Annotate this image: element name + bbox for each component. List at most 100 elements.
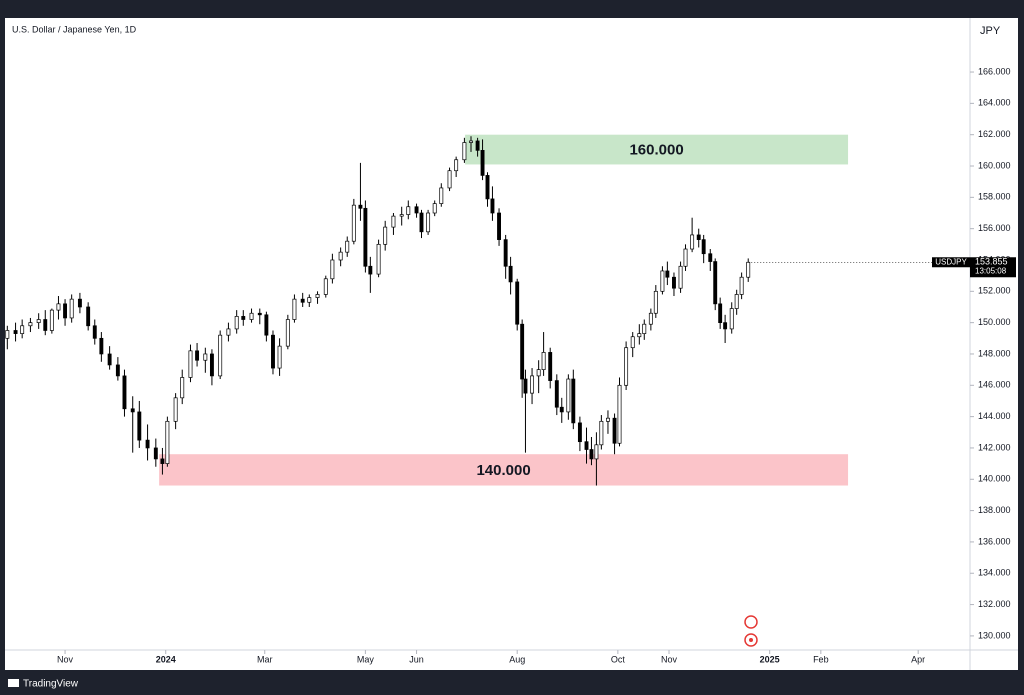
candle-body <box>571 378 576 424</box>
candle-body <box>520 323 525 380</box>
candle-body <box>739 276 744 295</box>
candle-body <box>637 333 642 338</box>
candle-body <box>363 207 368 267</box>
candle-body <box>490 198 495 214</box>
candle-body <box>729 308 734 330</box>
y-tick-label: 150.000 <box>978 317 1011 327</box>
candle-body <box>218 334 223 377</box>
y-tick-label: 146.000 <box>978 380 1011 390</box>
plot-layer: 160.000 140.000 <box>159 134 849 486</box>
candle-body <box>746 261 751 278</box>
candle-body <box>160 458 165 464</box>
candle-body <box>180 377 185 399</box>
y-tick-label: 140.000 <box>978 474 1011 484</box>
candle-body <box>234 316 239 330</box>
candle-body <box>209 353 214 377</box>
candle-body <box>454 159 459 172</box>
candle-body <box>130 408 135 413</box>
candle-body <box>122 375 127 410</box>
brand-logo <box>8 679 19 687</box>
x-tick-label: Feb <box>813 654 829 664</box>
candle-body <box>323 278 328 295</box>
y-tick-label: 144.000 <box>978 411 1011 421</box>
candle-body <box>358 204 363 209</box>
candle-body <box>690 234 695 250</box>
candle-body <box>28 322 33 327</box>
candle-body <box>530 375 535 394</box>
x-tick-label: Nov <box>57 654 74 664</box>
candle-body <box>541 352 546 370</box>
candle-body <box>566 378 571 413</box>
candle-body <box>469 140 473 143</box>
x-tick-label: Apr <box>911 654 925 664</box>
candle-body <box>594 444 599 460</box>
y-tick-label: 134.000 <box>978 568 1011 578</box>
candle-body <box>548 352 553 381</box>
y-tick-label: 164.000 <box>978 98 1011 108</box>
candle-body <box>642 323 647 334</box>
candle-body <box>723 322 728 330</box>
zone-label: 140.000 <box>476 462 530 479</box>
countdown-label: 13:05:08 <box>975 266 1007 275</box>
candle-body <box>665 270 670 278</box>
candle-body <box>399 214 404 217</box>
candle-body <box>599 420 604 446</box>
y-tick-label: 152.000 <box>978 286 1011 296</box>
candle-body <box>115 364 120 377</box>
x-tick-label: 2024 <box>156 654 176 664</box>
candle-body <box>713 261 718 305</box>
x-tick-label: Aug <box>509 654 525 664</box>
candle-body <box>419 212 424 233</box>
y-tick-label: 136.000 <box>978 536 1011 546</box>
y-tick-label: 130.000 <box>978 630 1011 640</box>
y-tick-label: 148.000 <box>978 348 1011 358</box>
candle-body <box>683 248 688 267</box>
candle-body <box>92 325 97 339</box>
zone <box>159 454 849 486</box>
candle-body <box>20 325 25 334</box>
event-icon <box>749 638 753 642</box>
candle-body <box>173 397 178 422</box>
candle-body <box>69 298 74 319</box>
x-tick-label: May <box>357 654 375 664</box>
symbol-label: USDJPY <box>935 257 967 266</box>
candle-body <box>145 439 150 449</box>
candle-body <box>5 330 10 339</box>
symbol-tag <box>932 257 970 268</box>
candle-body <box>165 420 170 464</box>
event-icon <box>744 615 758 629</box>
candle-body <box>475 140 480 151</box>
candle-body <box>426 212 431 233</box>
y-tick-label: 138.000 <box>978 505 1011 515</box>
candle-body <box>257 312 262 316</box>
candle-body <box>734 294 739 309</box>
candle-body <box>292 298 297 320</box>
candle-body <box>447 170 452 189</box>
chart-title: U.S. Dollar / Japanese Yen, 1D <box>12 24 137 34</box>
y-tick-label: 158.000 <box>978 192 1011 202</box>
candle-body <box>701 239 706 255</box>
zone-label: 160.000 <box>629 142 683 159</box>
candle-body <box>648 312 653 325</box>
candle-body <box>523 378 528 394</box>
candle-body <box>264 314 269 336</box>
candle-body <box>285 319 290 347</box>
candle-body <box>554 380 559 408</box>
candle-body <box>36 319 41 323</box>
candle-body <box>351 204 356 242</box>
candle-body <box>107 353 112 366</box>
candle-body <box>653 290 658 314</box>
event-icons <box>744 615 758 647</box>
candle-body <box>63 303 68 319</box>
y-tick-label: 166.000 <box>978 66 1011 76</box>
y-tick-label: 142.000 <box>978 442 1011 452</box>
candle-body <box>13 330 18 334</box>
candle-body <box>86 306 91 327</box>
candle-body <box>56 303 61 311</box>
candle-body <box>330 259 335 280</box>
candle-body <box>439 187 444 204</box>
price-label: 153.855 <box>975 257 1008 267</box>
candle-body <box>300 298 305 303</box>
y-tick-label: 156.000 <box>978 223 1011 233</box>
